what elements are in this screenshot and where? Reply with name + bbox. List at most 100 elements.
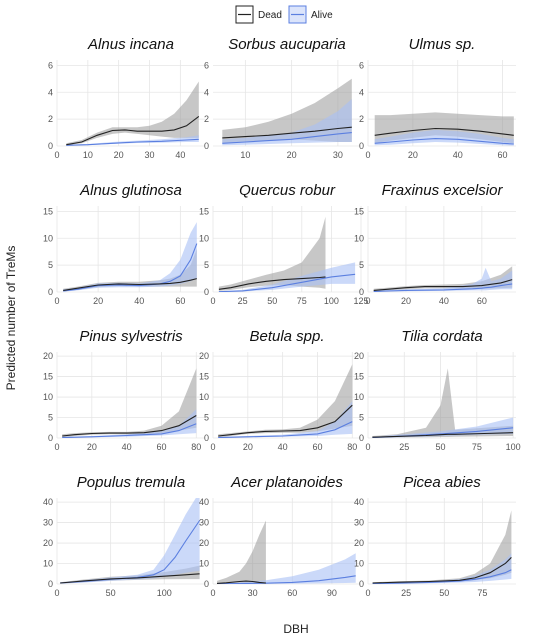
y-tick-label: 0 <box>204 287 209 297</box>
x-tick-label: 50 <box>436 442 446 452</box>
dead-line <box>218 404 353 437</box>
y-tick-label: 10 <box>43 233 53 243</box>
dead-line <box>66 115 200 146</box>
alive-line <box>373 283 513 292</box>
alive-line <box>216 575 356 584</box>
dead-line <box>372 432 514 438</box>
x-tick-label: 25 <box>401 588 411 598</box>
panel-title-picea-abies: Picea abies <box>403 474 481 491</box>
dead-line <box>218 276 326 290</box>
y-tick-label: 15 <box>354 206 364 216</box>
x-tick-label: 60 <box>287 588 297 598</box>
alive-line <box>66 138 199 146</box>
y-tick-label: 10 <box>354 392 364 402</box>
alive-confidence-band <box>218 401 353 438</box>
x-tick-label: 40 <box>453 150 463 160</box>
x-tick-label: 0 <box>54 588 59 598</box>
alive-line <box>222 132 352 144</box>
x-tick-label: 60 <box>312 442 322 452</box>
x-tick-label: 0 <box>54 442 59 452</box>
x-tick-label: 0 <box>210 442 215 452</box>
y-tick-label: 40 <box>199 497 209 507</box>
dead-confidence-band <box>218 364 353 438</box>
alive-confidence-band <box>63 222 197 292</box>
y-tick-label: 2 <box>204 114 209 124</box>
alive-confidence-band <box>217 553 356 584</box>
x-tick-label: 20 <box>401 296 411 306</box>
x-tick-label: 100 <box>157 588 172 598</box>
y-tick-label: 0 <box>359 287 364 297</box>
x-tick-label: 0 <box>210 296 215 306</box>
x-tick-label: 20 <box>93 296 103 306</box>
x-tick-label: 60 <box>498 150 508 160</box>
y-tick-label: 6 <box>204 60 209 70</box>
x-tick-label: 40 <box>122 442 132 452</box>
dead-line <box>222 126 352 139</box>
panel-populus-tremula: 0 10 20 30 40 0 50 100 Populus tremula <box>43 474 205 598</box>
alive-line <box>372 569 512 584</box>
panel-fraxinus-excelsior: 0 5 10 15 0 20 40 60 Fraxinus excelsior <box>354 182 516 306</box>
y-tick-label: 40 <box>43 497 53 507</box>
dead-confidence-band <box>217 520 266 584</box>
y-tick-label: 5 <box>48 260 53 270</box>
y-tick-label: 4 <box>204 87 209 97</box>
panel-title-tilia-cordata: Tilia cordata <box>401 328 483 345</box>
plot-area-alnus-glutinosa <box>63 222 198 292</box>
x-tick-label: 0 <box>365 588 370 598</box>
y-tick-label: 10 <box>199 559 209 569</box>
y-tick-label: 15 <box>199 372 209 382</box>
dead-confidence-band <box>218 216 326 291</box>
y-tick-label: 5 <box>204 260 209 270</box>
y-tick-label: 10 <box>354 559 364 569</box>
y-tick-label: 10 <box>199 233 209 243</box>
x-tick-label: 40 <box>175 150 185 160</box>
y-tick-label: 0 <box>359 579 364 589</box>
y-tick-label: 4 <box>359 87 364 97</box>
y-tick-label: 15 <box>354 372 364 382</box>
x-tick-label: 20 <box>87 442 97 452</box>
y-tick-label: 30 <box>199 518 209 528</box>
x-tick-label: 10 <box>240 150 250 160</box>
plot-area-tilia-cordata <box>372 368 514 438</box>
x-tick-label: 30 <box>144 150 154 160</box>
alive-line <box>218 273 356 292</box>
x-tick-label: 60 <box>175 296 185 306</box>
x-tick-label: 0 <box>54 150 59 160</box>
panel-acer-platanoides: 0 10 20 30 40 0 30 60 90 Acer platanoides <box>199 474 361 598</box>
dead-confidence-band <box>66 81 199 146</box>
y-tick-label: 30 <box>43 518 53 528</box>
x-tick-label: 60 <box>156 442 166 452</box>
panel-tilia-cordata: 0 5 10 15 20 0 25 50 75 100 Tilia cordata <box>354 328 521 452</box>
dead-confidence-band <box>372 368 514 438</box>
y-tick-label: 0 <box>48 433 53 443</box>
alive-confidence-band <box>372 417 514 438</box>
y-tick-label: 15 <box>43 206 53 216</box>
x-tick-label: 100 <box>506 442 521 452</box>
x-tick-label: 30 <box>333 150 343 160</box>
x-tick-label: 20 <box>114 150 124 160</box>
y-tick-label: 0 <box>48 141 53 151</box>
panel-picea-abies: 0 10 20 30 40 0 25 50 75 Picea abies <box>354 474 516 598</box>
y-tick-label: 0 <box>359 433 364 443</box>
plot-area-populus-tremula <box>60 498 201 584</box>
dead-line <box>216 580 266 584</box>
alive-confidence-band <box>60 498 200 584</box>
y-tick-label: 2 <box>48 114 53 124</box>
dead-line <box>60 573 200 584</box>
alive-confidence-band <box>372 553 512 584</box>
y-tick-label: 20 <box>199 538 209 548</box>
panel-alnus-incana: 0 2 4 6 0 10 20 30 40 Alnus incana <box>48 36 205 160</box>
x-tick-label: 80 <box>191 442 201 452</box>
panel-alnus-glutinosa: 0 5 10 15 0 20 40 60 Alnus glutinosa <box>43 182 205 306</box>
plot-area-sorbus-aucuparia <box>222 78 352 146</box>
x-tick-label: 100 <box>324 296 339 306</box>
y-tick-label: 15 <box>43 372 53 382</box>
x-tick-label: 0 <box>210 588 215 598</box>
y-tick-label: 10 <box>43 392 53 402</box>
x-tick-label: 20 <box>243 442 253 452</box>
x-tick-label: 0 <box>365 296 370 306</box>
y-axis-label: Predicted number of TreMs <box>4 246 18 391</box>
legend-label-dead: Dead <box>258 10 282 21</box>
